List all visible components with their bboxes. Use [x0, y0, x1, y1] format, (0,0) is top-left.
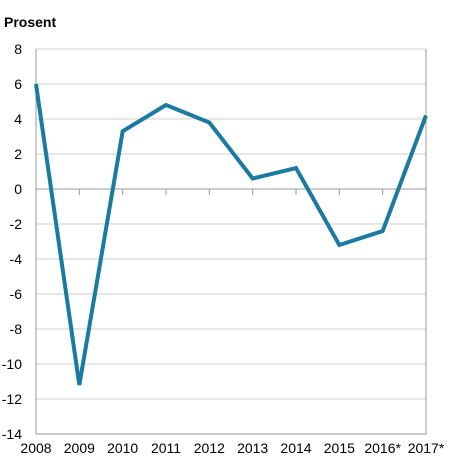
- y-tick-label: -2: [10, 216, 23, 232]
- y-tick-label: -8: [10, 321, 23, 337]
- x-tick-label: 2014: [280, 440, 311, 456]
- gridlines: [36, 48, 426, 400]
- x-tick-label: 2013: [237, 440, 268, 456]
- y-tick-labels: 8 6 4 2 0 -2 -4 -6 -8 -10 -12 -14: [2, 41, 22, 442]
- y-tick-label: 0: [14, 181, 22, 197]
- x-tick-label: 2017*: [408, 440, 445, 456]
- y-tick-label: -12: [2, 391, 22, 407]
- axes: [35, 49, 427, 435]
- x-tick-label: 2016*: [364, 440, 401, 456]
- y-tick-label: 4: [14, 111, 22, 127]
- y-tick-label: -14: [2, 426, 22, 442]
- y-axis-label: Prosent: [4, 14, 56, 30]
- x-tick-labels: 2008 2009 2010 2011 2012 2013 2014 2015 2016* 201…: [20, 440, 444, 456]
- y-tick-label: -4: [10, 251, 23, 267]
- x-tick-label: 2008: [20, 440, 51, 456]
- x-tick-label: 2015: [324, 440, 355, 456]
- y-tick-label: -6: [10, 286, 23, 302]
- y-tick-label: 8: [14, 41, 22, 57]
- x-tick-label: 2009: [64, 440, 95, 456]
- x-tick-label: 2012: [194, 440, 225, 456]
- x-tick-label: 2011: [151, 440, 181, 456]
- x-tick-label: 2010: [107, 440, 138, 456]
- y-tick-label: 2: [14, 146, 22, 162]
- series-line-0: [34, 83, 428, 386]
- y-tick-label: 6: [14, 76, 22, 92]
- y-tick-label: -10: [2, 356, 22, 372]
- series-layer: [34, 83, 428, 386]
